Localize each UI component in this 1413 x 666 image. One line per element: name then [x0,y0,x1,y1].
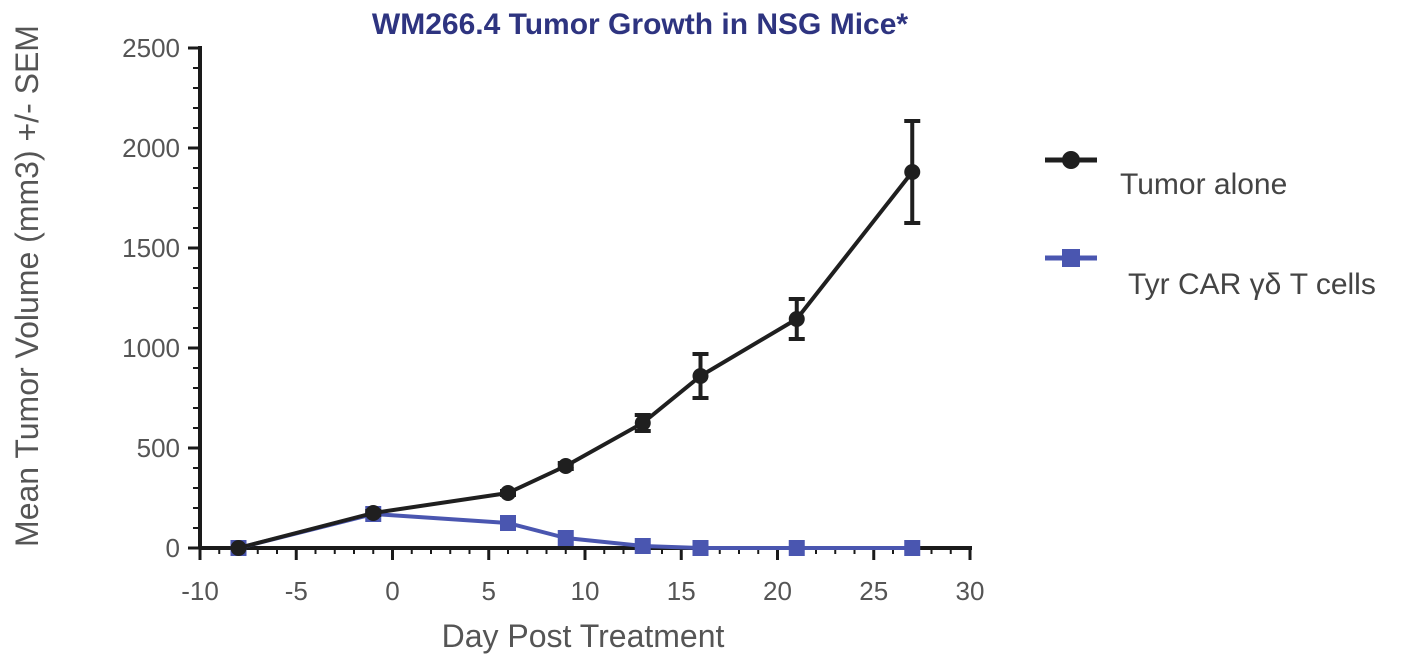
y-axis-label: Mean Tumor Volume (mm3) +/- SEM [9,25,45,547]
y-tick-label: 500 [137,433,180,463]
legend-label: Tyr CAR γδ T cells [1128,268,1376,301]
data-point [788,540,805,556]
series-layer [230,119,921,556]
data-point [557,530,574,546]
x-tick-label: 30 [956,576,985,606]
data-point [500,515,516,531]
x-tick-label: 15 [667,576,696,606]
x-tick-label: 10 [571,576,600,606]
series-line [237,170,914,550]
data-point [788,311,805,327]
legend-swatch-marker [1062,151,1080,169]
data-point [634,415,651,431]
series-0 [230,119,921,556]
data-point [904,164,921,180]
legend: Tumor alone Tyr CAR γδ T cells [1045,151,1376,301]
legend-swatch-marker [1062,249,1080,267]
x-tick-label: 25 [859,576,888,606]
y-tick-label: 0 [166,533,180,563]
data-point [634,538,651,554]
axes: 0 500 1000 1500 2000 2500 -10 -5 0 5 10 15 20 25 30 [122,33,984,606]
legend-label: Tumor alone [1120,168,1287,201]
x-tick-label: -5 [285,576,308,606]
x-tick-label: 0 [385,576,399,606]
series-line [238,512,913,550]
y-tick-label: 2500 [122,33,180,63]
legend-item-0: Tumor alone [1045,151,1287,201]
y-tick-label: 1500 [122,233,180,263]
x-tick-label: 20 [763,576,792,606]
data-point [557,458,574,474]
data-point [692,540,709,556]
x-axis-label: Day Post Treatment [442,618,725,654]
data-point [500,485,516,501]
y-tick-label: 1000 [122,333,180,363]
data-point [692,368,709,384]
x-tick-label: -10 [181,576,219,606]
data-point [904,540,921,556]
y-tick-label: 2000 [122,133,180,163]
x-tick-label: 5 [482,576,496,606]
data-point [365,505,382,521]
chart-title: WM266.4 Tumor Growth in NSG Mice* [372,8,909,41]
legend-item-1: Tyr CAR γδ T cells [1045,249,1376,301]
data-point [230,540,247,556]
